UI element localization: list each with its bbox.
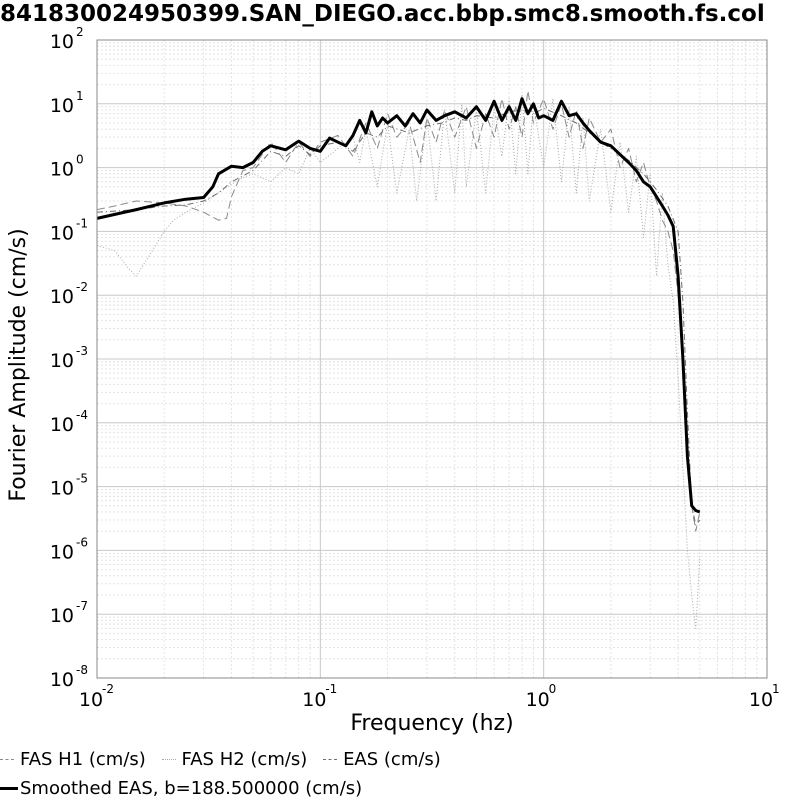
y-tick-exponent: -6 [76, 535, 88, 549]
plot-frame [96, 39, 768, 679]
legend-swatch-fas-h1 [0, 759, 14, 760]
x-tick-exponent: 0 [549, 682, 557, 696]
series-layer [96, 90, 701, 629]
y-tick-exponent: -3 [76, 344, 88, 358]
y-tick-label: 10 [50, 222, 74, 244]
legend-item-fas-h1: FAS H1 (cm/s) [0, 749, 146, 770]
legend-label-smoothed-eas: Smoothed EAS, b=188.500000 (cm/s) [20, 778, 363, 799]
y-tick-label: 10 [50, 31, 74, 53]
chart-title: 841830024950399.SAN_DIEGO.acc.bbp.smc8.s… [0, 1, 765, 27]
y-tick-exponent: -1 [76, 216, 88, 230]
series-line-smoothed-3 [96, 97, 701, 514]
y-tick-label: 10 [50, 669, 74, 691]
x-axis-label: Frequency (hz) [350, 711, 513, 736]
y-tick-label: 10 [50, 95, 74, 117]
legend-label-fas-h2: FAS H2 (cm/s) [181, 749, 308, 770]
x-tick-label: 10 [526, 689, 550, 711]
x-tick-label: 10 [302, 689, 326, 711]
y-tick-exponent: -7 [76, 599, 88, 613]
legend-row-2: Smoothed EAS, b=188.500000 (cm/s) [0, 774, 372, 799]
y-axis-label: Fourier Amplitude (cm/s) [6, 228, 31, 501]
y-tick-label: 10 [50, 605, 74, 627]
x-tick-label: 10 [79, 689, 103, 711]
legend-swatch-smoothed-eas [0, 787, 18, 790]
y-tick-label: 10 [50, 478, 74, 500]
y-tick-label: 10 [50, 541, 74, 563]
legend-label-fas-h1: FAS H1 (cm/s) [20, 749, 146, 770]
y-tick-exponent: 2 [76, 25, 84, 39]
legend-swatch-eas [323, 759, 338, 760]
x-tick-exponent: -1 [325, 682, 337, 696]
legend-label-eas: EAS (cm/s) [343, 749, 441, 770]
x-tick-exponent: -2 [102, 682, 114, 696]
y-tick-label: 10 [50, 286, 74, 308]
x-tick-label: 10 [749, 689, 773, 711]
x-tick-exponent: 1 [772, 682, 780, 696]
legend-swatch-fas-h2 [161, 759, 176, 760]
series-line-fas-1 [96, 94, 701, 629]
legend-row-1: FAS H1 (cm/s) FAS H2 (cm/s) EAS (cm/s) [0, 744, 451, 770]
series-line-fas-0 [96, 90, 701, 532]
grid-layer [97, 40, 767, 678]
y-tick-label: 10 [50, 414, 74, 436]
y-tick-exponent: 1 [76, 89, 84, 103]
y-tick-exponent: -5 [76, 472, 88, 486]
y-tick-exponent: -8 [76, 663, 88, 677]
y-tick-exponent: -2 [76, 280, 88, 294]
y-tick-exponent: 0 [76, 153, 84, 167]
legend-item-eas: EAS (cm/s) [323, 749, 441, 770]
legend-item-fas-h2: FAS H2 (cm/s) [161, 749, 308, 770]
series-line-eas-2 [96, 107, 701, 526]
y-tick-label: 10 [50, 159, 74, 181]
y-tick-label: 10 [50, 350, 74, 372]
legend-item-smoothed-eas: Smoothed EAS, b=188.500000 (cm/s) [0, 778, 362, 799]
y-tick-exponent: -4 [76, 408, 88, 422]
